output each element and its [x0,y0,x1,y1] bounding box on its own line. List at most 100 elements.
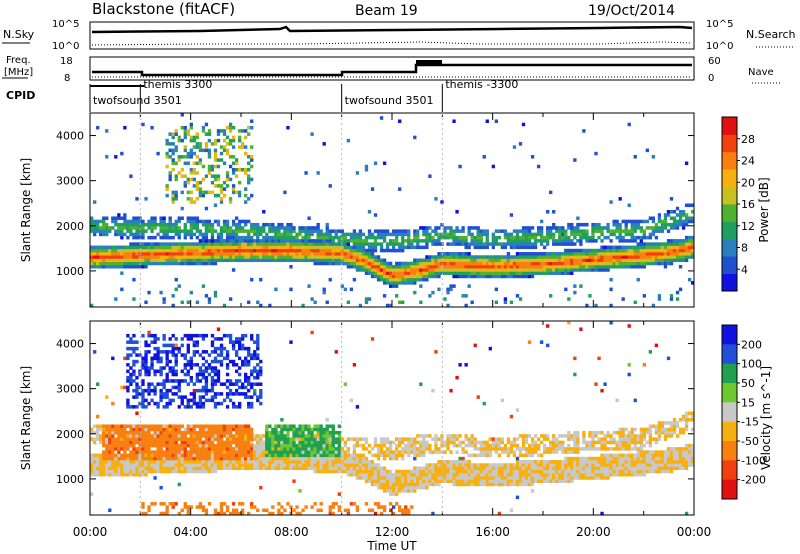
power-cell [485,229,489,233]
velocity-cell [379,450,384,454]
velocity-cell [231,382,236,386]
velocity-cell [259,485,263,490]
velocity-cell [231,401,236,406]
power-cell [470,235,474,240]
power-cell [422,268,426,272]
power-cell [588,268,592,272]
velocity-cell [274,447,278,451]
velocity-cell [268,453,272,458]
power-cell [388,277,393,282]
power-cell [225,235,230,240]
velocity-cell [395,447,399,451]
velocity-cell [201,469,206,474]
power-cell [244,171,248,175]
velocity-cell [337,453,341,458]
velocity-cell [385,472,390,477]
power-cell [195,219,200,224]
velocity-cell [322,460,326,464]
velocity-cell [376,469,381,474]
velocity-cell [388,453,393,458]
velocity-cell [120,453,124,458]
velocity-cell [295,434,299,438]
power-cell [669,210,674,214]
velocity-cell [349,472,354,477]
power-cell [654,222,659,227]
velocity-cell [313,424,317,428]
velocity-cell [168,450,172,454]
power-cell [594,268,598,272]
power-cell [401,239,405,243]
power-cell [678,219,683,224]
velocity-cell [135,340,139,344]
power-cell [271,226,275,230]
power-cell [482,271,486,275]
velocity-cell [376,479,381,483]
velocity-cell [162,437,166,441]
power-cell [615,222,619,227]
power-cell [177,158,181,162]
velocity-cell [102,430,106,435]
power-cell [135,222,139,227]
power-cell [473,245,477,250]
power-cell [129,222,133,227]
power-cell [132,277,136,282]
velocity-cell [256,363,260,367]
power-cell [183,125,187,130]
power-cell [497,229,502,233]
power-cell [283,252,287,256]
power-cell [452,271,456,275]
power-cell [494,287,498,292]
power-cell [108,229,112,233]
power-cell [213,248,218,253]
power-cell [135,248,139,253]
power-cell [609,245,613,250]
velocity-cell [343,443,347,448]
velocity-cell [93,430,97,435]
power-cell [237,235,242,240]
power-cell [277,258,281,263]
velocity-cell [213,469,218,474]
power-cell [494,239,498,243]
velocity-cell [310,437,314,441]
power-cell [216,242,221,246]
velocity-cell [244,379,248,383]
velocity-cell [144,460,148,464]
velocity-cell [292,434,296,438]
power-cell [407,281,411,285]
velocity-cell [207,463,212,467]
power-cell [431,229,435,233]
velocity-cell [150,450,154,454]
power-cell [247,174,251,178]
velocity-cell [123,440,127,445]
power-cell [630,264,634,269]
velocity-cell [102,443,106,448]
power-cell [165,155,169,159]
power-cell [461,271,465,275]
power-cell [576,261,580,266]
power-cell [352,255,357,259]
power-cell [515,245,520,250]
power-cell [286,125,290,130]
velocity-cell [259,392,263,396]
velocity-cell [147,505,151,509]
power-cell [524,252,529,256]
power-cell [99,232,103,237]
freq-label: Freq. [6,55,31,66]
velocity-cell [177,388,181,393]
velocity-cell [367,450,372,454]
power-cell [630,235,634,240]
velocity-cell [186,443,190,448]
power-cell [313,252,317,256]
power-cell [192,177,196,182]
velocity-cell [280,440,284,445]
power-cell [407,235,411,240]
velocity-cell [144,437,148,441]
power-cell [102,222,106,227]
velocity-cell [135,411,139,416]
power-cell [410,245,414,250]
velocity-cell [96,434,100,438]
velocity-cell [204,388,209,393]
velocity-cell [222,333,227,338]
velocity-cell [244,466,248,471]
